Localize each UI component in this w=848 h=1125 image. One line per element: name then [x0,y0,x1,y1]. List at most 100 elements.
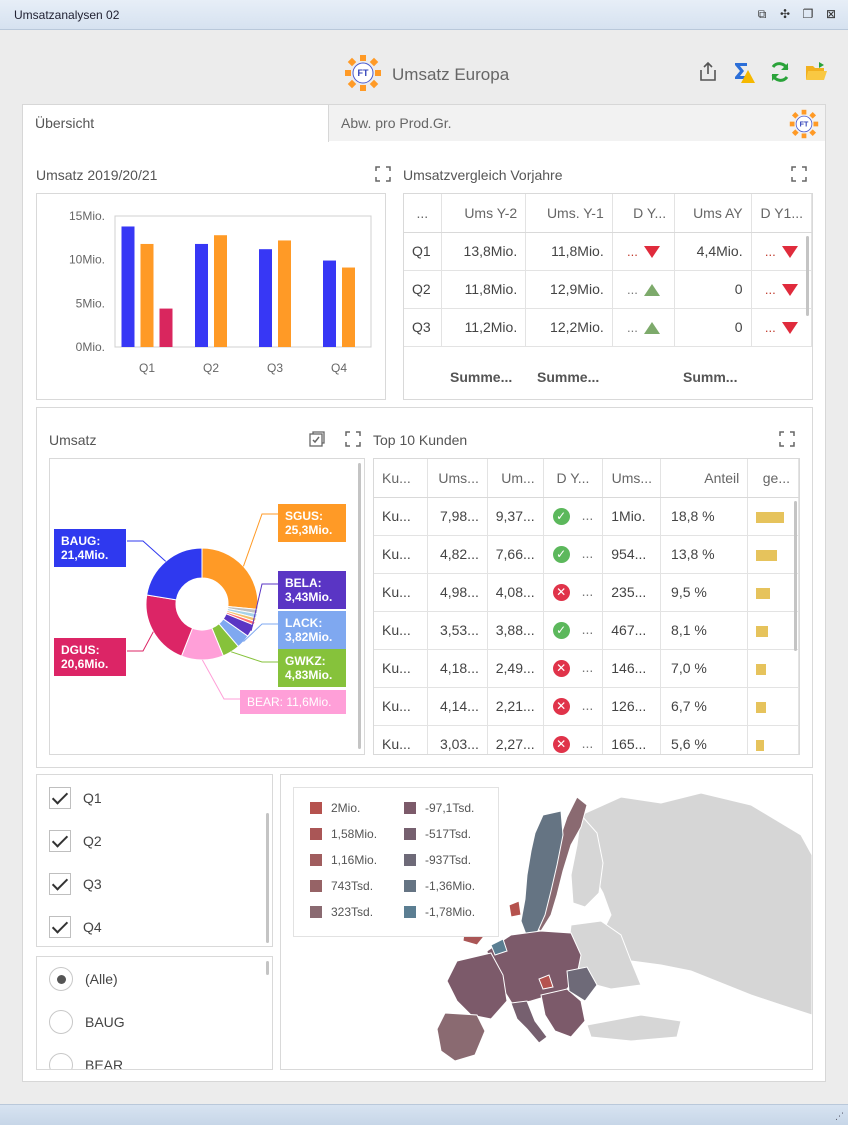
vergleich-col-header[interactable]: Ums Y-2 [441,194,527,233]
delta-value: ... [581,545,594,562]
group-filter-item[interactable]: (Alle) [49,965,118,993]
delta-cell: ... [612,270,676,309]
table-row[interactable]: Ku... 4,82... 7,66... ✓... 954... 13,8 % [374,535,799,574]
group-label: BAUG [85,1014,125,1030]
vergleich-col-header[interactable]: D Y1... [751,194,812,233]
legend-swatch [404,906,416,918]
cell-status: ✕... [543,725,604,754]
cell-ums-ay: 467... [602,611,662,650]
label-sgus: SGUS: 25,3Mio. [278,504,346,542]
expand-icon[interactable] [345,431,361,447]
vergleich-col-header[interactable]: D Y... [612,194,676,233]
cell-share-bar [747,687,799,726]
group-scrollbar[interactable] [266,961,269,975]
cell-ums-y1: 2,27... [487,725,544,754]
group-filter-item[interactable]: BAUG [49,1008,125,1036]
vergleich-col-header[interactable]: ... [404,194,442,233]
quarter-filter-item[interactable]: Q1 [49,784,102,812]
table-row[interactable]: Ku... 3,53... 3,88... ✓... 467... 8,1 % [374,611,799,650]
cell-ums-ay: 954... [602,535,662,574]
table-row[interactable]: Ku... 7,98... 9,37... ✓... 1Mio. 18,8 % [374,497,799,536]
quarter-label: Q1 [83,790,102,806]
label-baug-value: 21,4Mio. [61,548,109,562]
donut-slice[interactable] [201,547,259,610]
restore-icon[interactable]: ⧉ [757,7,767,21]
callout-connector [243,623,278,643]
table-row[interactable]: Q3 11,2Mio. 12,2Mio.... 0... [404,308,812,347]
quarter-filter-item[interactable]: Q3 [49,870,102,898]
group-filter-item[interactable]: BEAR [49,1051,123,1069]
umsatz-pie-card: BAUG: 21,4Mio. DGUS: 20,6Mio. SGUS: 25,3Mio… [49,458,365,755]
expand-icon[interactable] [375,166,391,182]
open-folder-icon[interactable] [804,60,828,84]
close-icon[interactable]: ⊠ [825,7,837,21]
label-dgus-value: 20,6Mio. [61,657,109,671]
app-header: FT Umsatz Europa [0,30,848,102]
expand-icon[interactable] [779,431,795,447]
vergleich-col-header[interactable]: Ums AY [674,194,752,233]
tab-abw-pro-prodgr[interactable]: Abw. pro Prod.Gr. [329,105,825,141]
quarter-scrollbar[interactable] [266,813,269,943]
table-row[interactable]: Q2 11,8Mio. 12,9Mio.... 0... [404,270,812,309]
delta-value: ... [581,621,594,638]
vergleich-scrollbar[interactable] [806,236,809,316]
checkbox-checked-icon[interactable] [49,830,71,852]
donut-slice[interactable] [145,594,194,657]
bar [278,240,291,347]
top10-col-header[interactable]: Um... [487,459,544,498]
top10-scrollbar[interactable] [794,501,797,651]
table-row[interactable]: Ku... 3,03... 2,27... ✕... 165... 5,6 % [374,725,799,754]
cell-ums-y2: 4,14... [427,687,488,726]
top10-col-header[interactable]: Ku... [374,459,429,498]
label-sgus-value: 25,3Mio. [285,523,333,537]
callout-connector [242,513,278,567]
legend-swatch [404,828,416,840]
vergleich-grid: ... Ums Y-2 Ums. Y-1 D Y... Ums AY D Y1... Q1… [403,193,813,400]
map-legend-item: 1,16Mio. [310,853,377,867]
cell-ums-y2: 7,98... [427,497,488,536]
expand-icon[interactable] [791,166,807,182]
cell-status: ✓... [543,535,604,574]
plot-area [114,215,372,348]
checkbox-checked-icon[interactable] [49,873,71,895]
umsatz-pie-title: Umsatz [49,432,97,448]
bar [121,226,135,347]
quarter-filter-item[interactable]: Q4 [49,913,102,941]
donut-slice[interactable] [146,547,203,601]
top10-col-header[interactable]: Ums... [427,459,488,498]
cell-ay: 4,4Mio. [674,232,752,271]
cell-ay: 0 [674,308,752,347]
checkbox-checked-icon[interactable] [49,787,71,809]
tab-uebersicht[interactable]: Übersicht [23,105,329,142]
table-row[interactable]: Ku... 4,18... 2,49... ✕... 146... 7,0 % [374,649,799,688]
europe-map[interactable] [281,775,812,1069]
top10-col-header[interactable]: Ums... [602,459,662,498]
delta-value: ... [764,282,776,297]
radio-icon[interactable] [49,1010,73,1034]
top10-col-header[interactable]: D Y... [543,459,604,498]
table-row[interactable]: Q1 13,8Mio. 11,8Mio.... 4,4Mio.... [404,232,812,271]
sum-warning-icon[interactable] [732,60,756,84]
top10-col-header[interactable]: Anteil [660,459,749,498]
table-row[interactable]: Ku... 4,14... 2,21... ✕... 126... 6,7 % [374,687,799,726]
resize-grip-icon[interactable]: ⋰ [835,1111,844,1121]
top10-table: Ku... Ums... Um... D Y... Ums... Anteil ge... … [374,459,799,754]
pin-icon[interactable]: ✣ [779,7,791,21]
pie-scrollbar[interactable] [358,463,361,749]
delta-value: ... [764,244,776,259]
quarter-filter-item[interactable]: Q2 [49,827,102,855]
table-row[interactable]: Ku... 4,98... 4,08... ✕... 235... 9,5 % [374,573,799,612]
radio-icon[interactable] [49,1053,73,1069]
umsatz-bar-chart: 15Mio. 10Mio. 5Mio. 0Mio. Q1 Q2 Q3 Q4 [69,209,372,375]
export-icon[interactable] [696,60,720,84]
top10-col-header[interactable]: ge... [747,459,799,498]
checkbox-checked-icon[interactable] [49,916,71,938]
error-circle-icon: ✕ [552,697,570,715]
delta-cell: ... [612,308,676,347]
float-icon[interactable]: ❐ [802,7,814,21]
refresh-icon[interactable] [768,60,792,84]
vergleich-col-header[interactable]: Ums. Y-1 [525,194,613,233]
checkbox-select-icon[interactable] [309,431,325,447]
cell-ums-ay: 1Mio. [602,497,662,536]
radio-selected-icon[interactable] [49,967,73,991]
